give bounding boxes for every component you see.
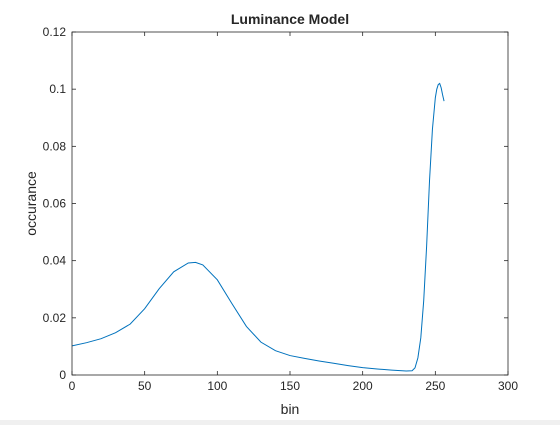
chart-title: Luminance Model	[231, 11, 349, 27]
series-line	[71, 82, 445, 372]
x-tick-label: 100	[207, 379, 227, 393]
y-tick-label: 0.1	[49, 82, 66, 96]
x-axis-label: bin	[281, 401, 300, 417]
x-tick-label: 300	[498, 379, 518, 393]
x-tick-label: 250	[425, 379, 445, 393]
y-tick-label: 0.04	[43, 254, 67, 268]
y-tick-label: 0	[59, 368, 66, 382]
y-tick-label: 0.08	[43, 139, 67, 153]
x-tick-label: 0	[69, 379, 76, 393]
y-tick-label: 0.02	[43, 311, 67, 325]
y-axis-ticks: 0 0.02 0.04 0.06 0.08 0.1 0.12	[43, 25, 508, 382]
y-tick-label: 0.12	[43, 25, 67, 39]
y-axis-label: occurance	[23, 171, 39, 236]
axes-box	[71, 31, 509, 376]
x-tick-label: 50	[138, 379, 152, 393]
x-axis-ticks: 0 50 100 150 200 250 300	[69, 32, 518, 393]
y-tick-label: 0.06	[43, 197, 67, 211]
x-tick-label: 200	[353, 379, 373, 393]
plot-area	[72, 32, 508, 375]
x-tick-label: 150	[280, 379, 300, 393]
